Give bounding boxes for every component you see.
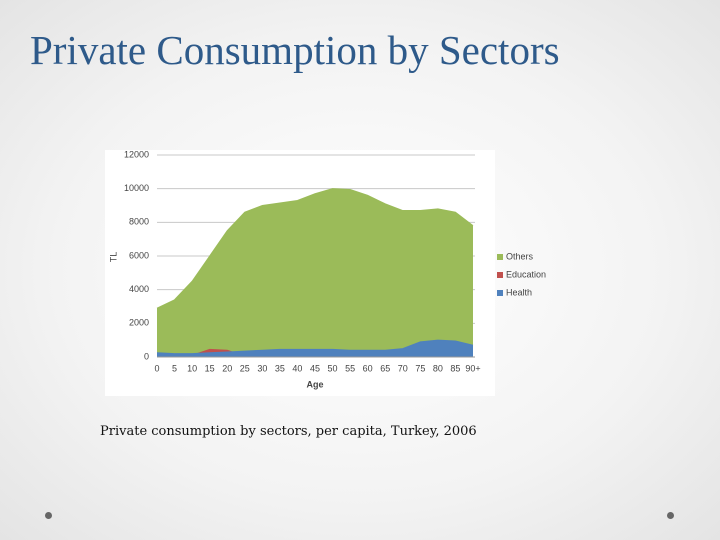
y-tick-label: 10000 (124, 183, 149, 193)
area-fill (157, 188, 473, 357)
slide-title: Private Consumption by Sectors (30, 27, 560, 73)
x-tick-label: 80 (433, 363, 443, 373)
x-tick-label: 10 (187, 363, 197, 373)
legend-swatch (497, 254, 503, 260)
y-tick-label: 6000 (129, 250, 149, 260)
y-axis-label: TL (108, 252, 118, 263)
x-tick-label: 0 (154, 363, 159, 373)
y-tick-label: 0 (144, 351, 149, 361)
x-tick-label: 50 (328, 363, 338, 373)
x-tick-label: 30 (257, 363, 267, 373)
x-tick-label: 70 (398, 363, 408, 373)
x-tick-label: 45 (310, 363, 320, 373)
x-tick-label: 20 (222, 363, 232, 373)
area-fill (157, 340, 473, 357)
y-tick-label: 4000 (129, 284, 149, 294)
x-tick-label: 40 (292, 363, 302, 373)
y-tick-label: 8000 (129, 217, 149, 227)
caption: Private consumption by sectors, per capi… (100, 424, 477, 439)
area-line (156, 339, 474, 355)
y-tick-label: 12000 (124, 149, 149, 159)
x-tick-label: 65 (380, 363, 390, 373)
legend-swatch (497, 290, 503, 296)
area-line (156, 188, 474, 309)
x-axis-label: Age (306, 379, 323, 389)
legend-label: Others (506, 251, 534, 261)
y-tick-label: 2000 (129, 318, 149, 328)
x-tick-label: 90+ (465, 363, 480, 373)
x-tick-label: 60 (363, 363, 373, 373)
x-tick-label: 75 (415, 363, 425, 373)
x-tick-label: 55 (345, 363, 355, 373)
legend-label: Health (506, 287, 532, 297)
bullet-dot (45, 512, 52, 519)
legend-swatch (497, 272, 503, 278)
x-tick-label: 25 (240, 363, 250, 373)
x-tick-label: 15 (205, 363, 215, 373)
x-tick-label: 85 (450, 363, 460, 373)
bullet-dot (667, 512, 674, 519)
legend-label: Education (506, 269, 546, 279)
x-tick-label: 35 (275, 363, 285, 373)
x-tick-label: 5 (172, 363, 177, 373)
